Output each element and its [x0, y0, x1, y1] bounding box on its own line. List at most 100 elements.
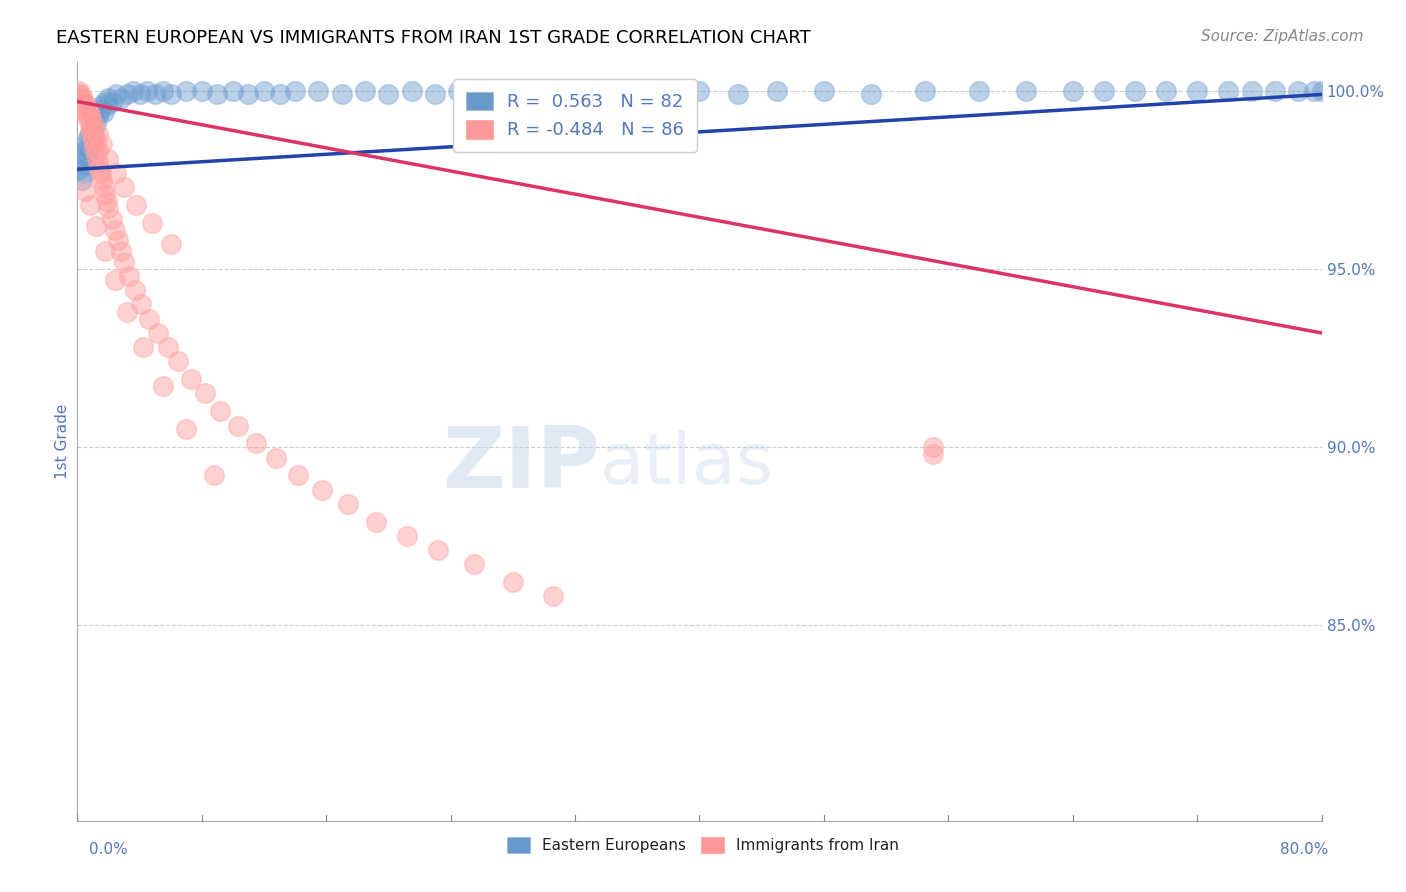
Point: [1326, 84, 1348, 98]
Point: [427, 543, 450, 558]
Point: [70, 91, 93, 105]
Point: [689, 84, 711, 98]
Point: [69, 87, 91, 102]
Point: [86, 145, 108, 159]
Point: [311, 483, 333, 497]
Point: [543, 590, 565, 604]
Point: [336, 497, 359, 511]
Point: [97, 202, 120, 216]
Point: [83, 141, 105, 155]
Text: Source: ZipAtlas.com: Source: ZipAtlas.com: [1201, 29, 1364, 45]
Point: [1264, 84, 1286, 98]
Point: [174, 422, 197, 436]
Point: [1240, 84, 1263, 98]
Point: [364, 515, 387, 529]
Point: [80, 127, 103, 141]
Point: [1341, 84, 1364, 98]
Point: [67, 84, 90, 98]
Point: [72, 95, 94, 109]
Point: [72, 102, 94, 116]
Point: [75, 159, 97, 173]
Point: [83, 123, 105, 137]
Point: [77, 145, 100, 159]
Point: [921, 440, 943, 454]
Text: atlas: atlas: [600, 430, 775, 499]
Point: [84, 137, 107, 152]
Point: [91, 137, 114, 152]
Point: [86, 127, 108, 141]
Point: [69, 155, 91, 169]
Point: [1218, 84, 1240, 98]
Point: [80, 134, 103, 148]
Point: [619, 87, 641, 102]
Point: [1185, 84, 1208, 98]
Point: [152, 379, 174, 393]
Point: [107, 234, 129, 248]
Point: [79, 120, 101, 134]
Point: [115, 87, 138, 102]
Point: [75, 184, 97, 198]
Point: [79, 109, 101, 123]
Point: [70, 98, 93, 112]
Point: [502, 575, 524, 590]
Point: [284, 84, 307, 98]
Point: [82, 127, 104, 141]
Point: [1310, 84, 1333, 98]
Point: [156, 340, 179, 354]
Point: [86, 155, 108, 169]
Point: [727, 87, 749, 102]
Point: [124, 283, 146, 297]
Point: [138, 311, 160, 326]
Point: [91, 173, 114, 187]
Point: [110, 244, 132, 259]
Point: [76, 102, 98, 116]
Point: [112, 180, 135, 194]
Point: [307, 84, 329, 98]
Point: [226, 418, 249, 433]
Point: [588, 84, 610, 98]
Point: [207, 87, 229, 102]
Point: [67, 162, 90, 177]
Point: [105, 166, 128, 180]
Point: [100, 212, 122, 227]
Point: [245, 436, 267, 450]
Point: [90, 166, 112, 180]
Point: [524, 84, 547, 98]
Point: [79, 109, 101, 123]
Text: 80.0%: 80.0%: [1281, 842, 1329, 856]
Point: [91, 98, 114, 112]
Point: [115, 304, 138, 318]
Point: [1302, 84, 1324, 98]
Point: [122, 84, 145, 98]
Point: [202, 468, 225, 483]
Point: [96, 98, 118, 112]
Point: [159, 87, 181, 102]
Point: [423, 87, 446, 102]
Point: [80, 120, 103, 134]
Legend: R =  0.563   N = 82, R = -0.484   N = 86: R = 0.563 N = 82, R = -0.484 N = 86: [453, 79, 697, 152]
Point: [463, 558, 485, 572]
Point: [167, 354, 190, 368]
Point: [94, 244, 117, 259]
Point: [105, 87, 128, 102]
Point: [75, 105, 97, 120]
Point: [921, 447, 943, 461]
Point: [67, 91, 90, 105]
Y-axis label: 1st Grade: 1st Grade: [55, 404, 70, 479]
Point: [87, 105, 110, 120]
Point: [82, 116, 104, 130]
Point: [84, 116, 107, 130]
Point: [82, 112, 104, 127]
Point: [83, 109, 105, 123]
Point: [766, 84, 789, 98]
Point: [86, 109, 108, 123]
Point: [93, 180, 115, 194]
Point: [76, 141, 98, 155]
Point: [401, 84, 423, 98]
Point: [969, 84, 991, 98]
Point: [79, 137, 101, 152]
Point: [269, 87, 291, 102]
Point: [377, 87, 399, 102]
Point: [650, 84, 672, 98]
Point: [75, 98, 97, 112]
